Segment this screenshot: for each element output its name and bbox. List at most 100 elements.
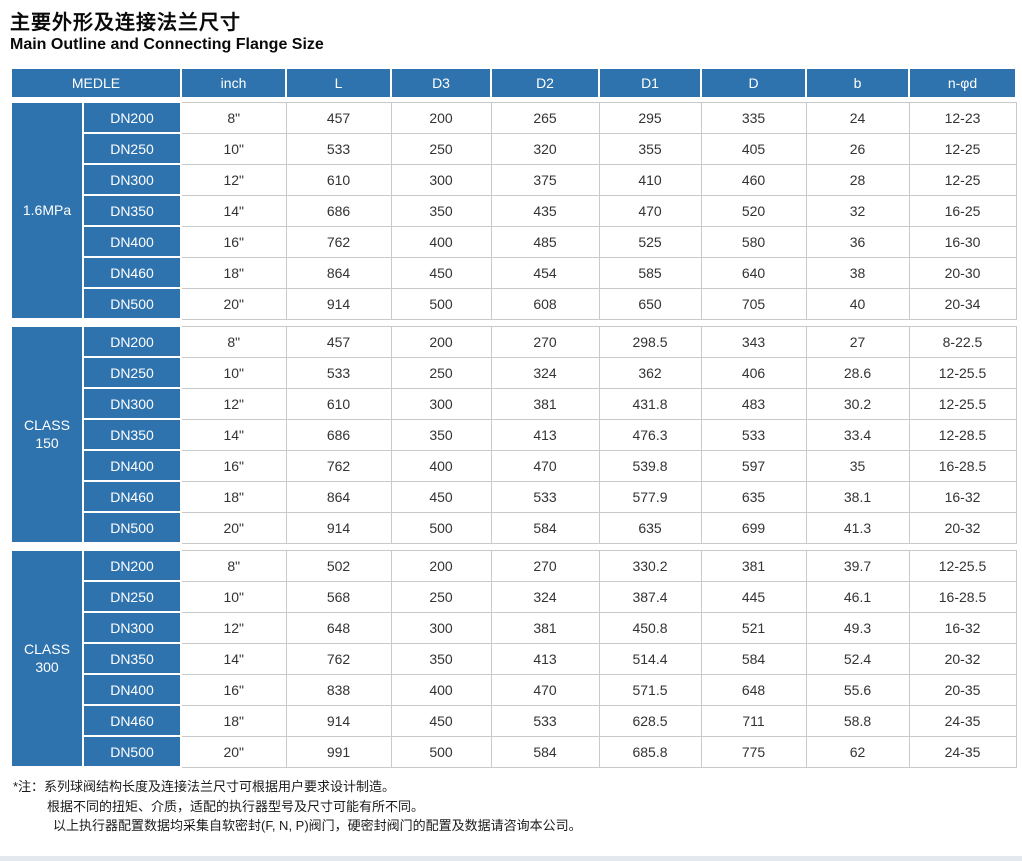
cell-b: 38.1 [805,480,910,513]
cell-b: 41.3 [805,511,910,544]
cell-D3: 500 [390,287,492,320]
row-label-dn: DN200 [82,549,182,582]
cell-inch: 18" [180,256,287,289]
cell-D1: 650 [598,287,702,320]
size-table-body-groups: 1.6MPa DN200 8" 457 200 265 295 335 24 12-23 DN250… [10,101,1017,768]
cell-D1: 410 [598,163,702,196]
cell-inch: 8" [180,325,287,358]
col-header-nd: n-φd [908,67,1018,99]
cell-D: 343 [700,325,807,358]
cell-nd: 8-22.5 [908,325,1017,358]
page-title-zh: 主要外形及连接法兰尺寸 [10,12,241,34]
cell-D: 521 [700,611,807,644]
group-label-line2: 300 [35,658,59,675]
cell-L: 568 [285,580,392,613]
cell-L: 457 [285,101,392,134]
row-label-dn: DN500 [82,287,182,320]
cell-inch: 20" [180,735,287,768]
col-header-D1: D1 [598,67,703,99]
table-row: DN300 12" 610 300 381 431.8 483 30.2 12-25.5 [11,387,1017,420]
cell-b: 28 [805,163,910,196]
table-row: DN400 16" 762 400 470 539.8 597 35 16-28.5 [11,449,1017,482]
cell-D: 483 [700,387,807,420]
cell-D1: 298.5 [598,325,702,358]
cell-nd: 16-30 [908,225,1017,258]
row-label-dn: DN300 [82,611,182,644]
group-label-line2: 150 [35,434,59,451]
col-header-inch: inch [180,67,288,99]
group-label: 1.6MPa [10,101,84,320]
table-row: DN300 12" 610 300 375 410 460 28 12-25 [11,163,1017,196]
cell-D1: 330.2 [598,549,702,582]
cell-D3: 450 [390,480,492,513]
row-label-dn: DN300 [82,163,182,196]
table-row: DN460 18" 914 450 533 628.5 711 58.8 24-35 [11,704,1017,737]
col-header-L: L [285,67,393,99]
cell-D3: 350 [390,418,492,451]
cell-D2: 584 [490,511,600,544]
group-label: CLASS 300 [10,549,84,768]
row-label-dn: DN460 [82,256,182,289]
table-row: DN500 20" 914 500 608 650 705 40 20-34 [11,287,1017,320]
cell-nd: 20-35 [908,673,1017,706]
cell-b: 36 [805,225,910,258]
cell-nd: 12-25 [908,163,1017,196]
cell-inch: 16" [180,449,287,482]
cell-nd: 12-25.5 [908,356,1017,389]
cell-inch: 16" [180,673,287,706]
cell-D: 520 [700,194,807,227]
cell-L: 610 [285,387,392,420]
row-label-dn: DN200 [82,325,182,358]
cell-inch: 12" [180,163,287,196]
table-row: DN300 12" 648 300 381 450.8 521 49.3 16-32 [11,611,1017,644]
cell-D: 640 [700,256,807,289]
cell-inch: 8" [180,549,287,582]
cell-inch: 12" [180,611,287,644]
cell-D2: 265 [490,101,600,134]
cell-nd: 12-28.5 [908,418,1017,451]
cell-D2: 270 [490,549,600,582]
cell-D: 381 [700,549,807,582]
cell-b: 55.6 [805,673,910,706]
cell-D2: 470 [490,673,600,706]
cell-L: 762 [285,642,392,675]
cell-D2: 584 [490,735,600,768]
row-label-dn: DN400 [82,673,182,706]
cell-D2: 320 [490,132,600,165]
cell-D1: 295 [598,101,702,134]
cell-D1: 628.5 [598,704,702,737]
table-row: DN400 16" 838 400 470 571.5 648 55.6 20-35 [11,673,1017,706]
cell-D3: 500 [390,511,492,544]
cell-D: 445 [700,580,807,613]
cell-b: 28.6 [805,356,910,389]
cell-L: 457 [285,325,392,358]
col-header-D: D [700,67,808,99]
cell-b: 39.7 [805,549,910,582]
row-label-dn: DN460 [82,704,182,737]
footnote-line-2: 根据不同的扭矩、介质，适配的执行器型号及尺寸可能有所不同。 [47,798,425,814]
footnote-line-1: *注：系列球阀结构长度及连接法兰尺寸可根据用户要求设计制造。 [13,779,396,794]
row-label-dn: DN250 [82,356,182,389]
cell-nd: 20-34 [908,287,1017,320]
table-row: 1.6MPa DN200 8" 457 200 265 295 335 24 12-23 [10,101,1017,320]
row-label-dn: DN500 [82,735,182,768]
col-header-b: b [805,67,911,99]
cell-D3: 350 [390,194,492,227]
cell-D3: 300 [390,387,492,420]
table-row: CLASS 300 DN200 8" 502 200 270 330.2 381 39.7 12-2… [10,549,1017,768]
cell-D2: 324 [490,580,600,613]
cell-D2: 381 [490,387,600,420]
cell-D1: 577.9 [598,480,702,513]
cell-inch: 14" [180,194,287,227]
cell-b: 30.2 [805,387,910,420]
table-row: DN350 14" 762 350 413 514.4 584 52.4 20-32 [11,642,1017,675]
cell-b: 26 [805,132,910,165]
cell-L: 533 [285,132,392,165]
cell-nd: 20-30 [908,256,1017,289]
cell-D: 711 [700,704,807,737]
row-label-dn: DN300 [82,387,182,420]
cell-L: 610 [285,163,392,196]
cell-b: 32 [805,194,910,227]
cell-nd: 24-35 [908,704,1017,737]
cell-inch: 10" [180,132,287,165]
